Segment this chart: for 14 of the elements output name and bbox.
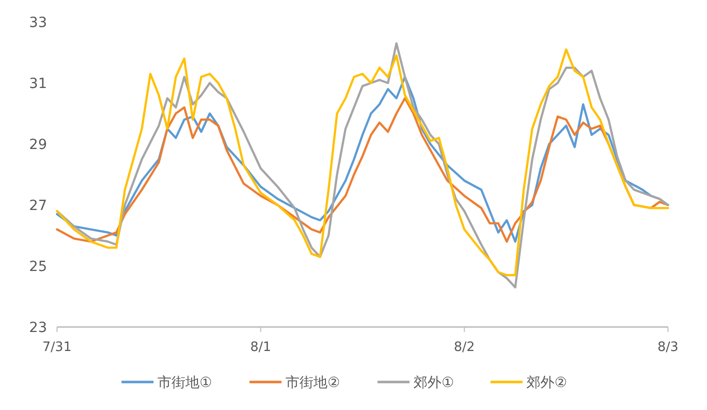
- y-tick-label: 25: [29, 259, 47, 275]
- y-tick-label: 27: [29, 198, 47, 214]
- legend-label: 市街地①: [158, 375, 212, 391]
- y-tick-label: 33: [29, 15, 47, 31]
- legend-label: 郊外①: [414, 375, 454, 391]
- x-tick-label: 8/1: [250, 340, 272, 355]
- x-tick-label: 7/31: [42, 340, 72, 355]
- y-tick-label: 29: [29, 137, 47, 153]
- x-tick-label: 8/3: [658, 340, 678, 355]
- legend-label: 市街地②: [286, 375, 340, 391]
- y-tick-label: 23: [29, 320, 47, 336]
- x-tick-label: 8/2: [454, 340, 475, 355]
- y-tick-label: 31: [29, 76, 47, 92]
- legend-label: 郊外②: [526, 375, 568, 391]
